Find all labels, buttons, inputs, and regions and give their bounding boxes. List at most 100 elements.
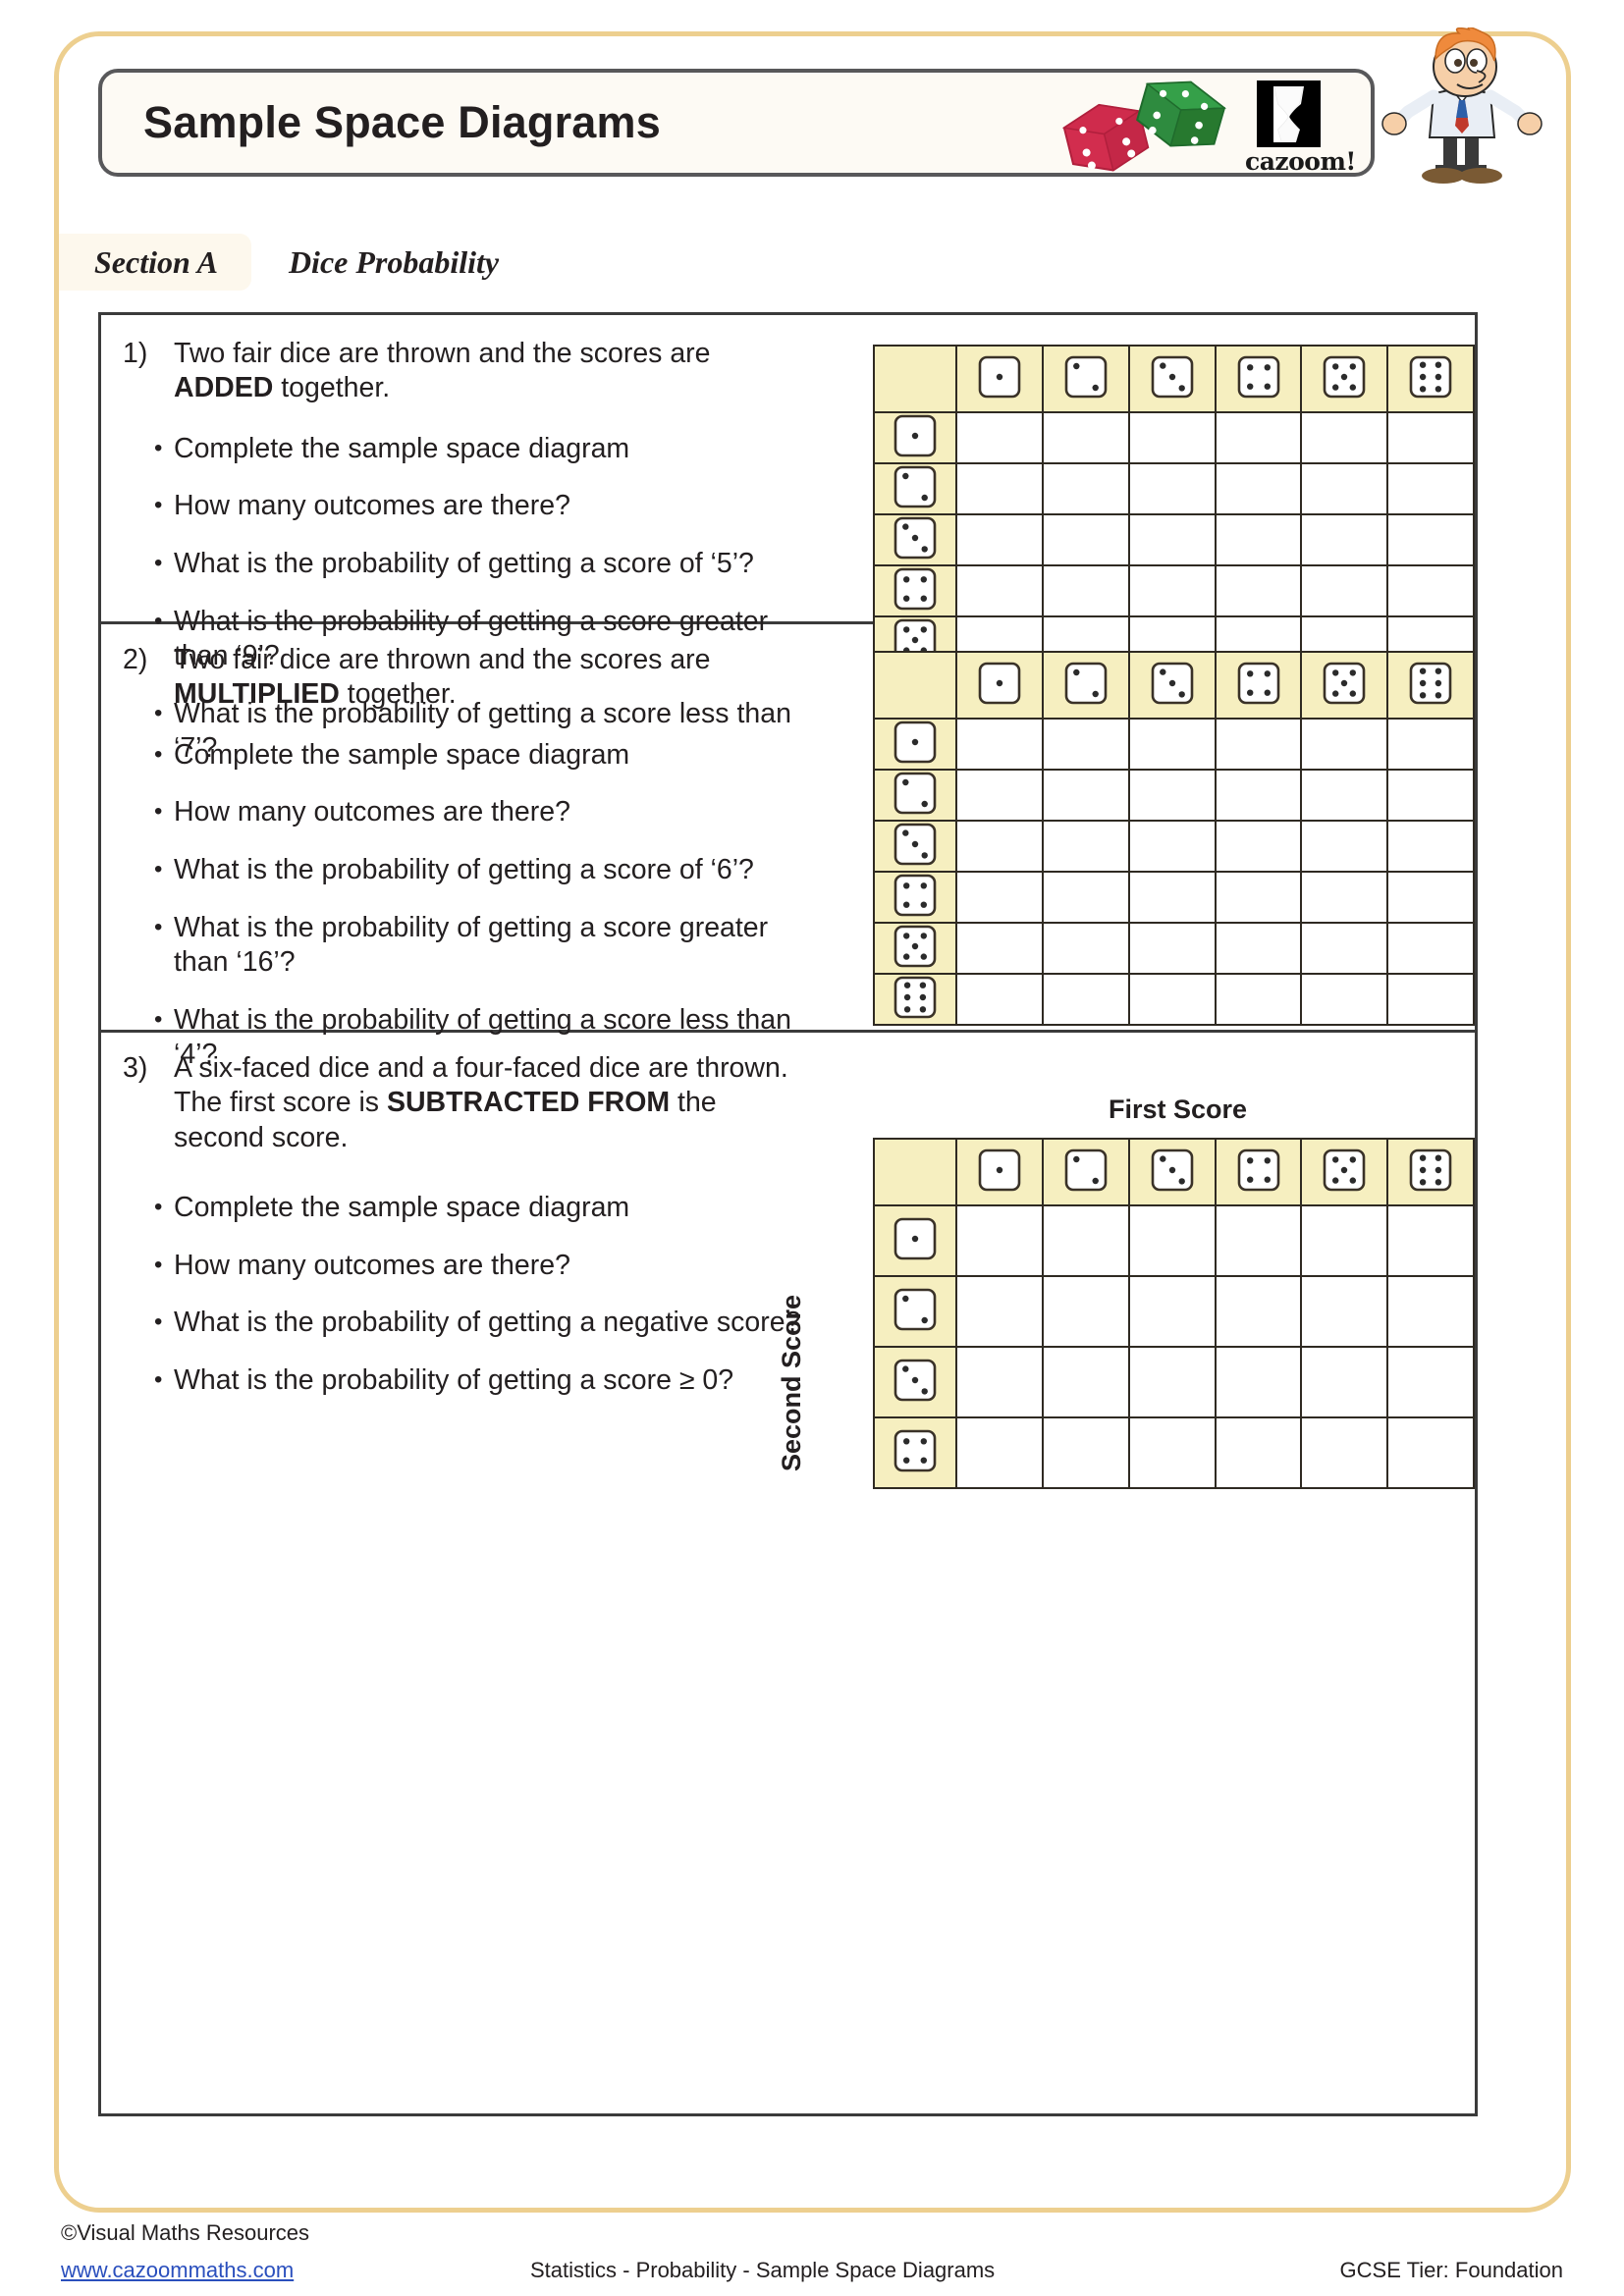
table-header-row xyxy=(872,1138,1475,1206)
answer-cell[interactable] xyxy=(1386,1204,1475,1277)
answer-cell[interactable] xyxy=(1042,871,1130,924)
answer-cell[interactable] xyxy=(1214,564,1303,617)
answer-cell[interactable] xyxy=(1127,411,1217,464)
column-header-die-1 xyxy=(955,1138,1045,1206)
answer-cell[interactable] xyxy=(1214,513,1303,566)
footer-website-link[interactable]: www.cazoommaths.com xyxy=(61,2258,295,2282)
answer-cell[interactable] xyxy=(1386,769,1475,822)
answer-cell[interactable] xyxy=(1127,513,1217,566)
answer-cell[interactable] xyxy=(1127,922,1217,975)
answer-cell[interactable] xyxy=(1214,1416,1303,1489)
answer-cell[interactable] xyxy=(1214,718,1303,771)
die-face-2-icon xyxy=(893,772,937,814)
answer-cell[interactable] xyxy=(1300,820,1389,873)
answer-cell[interactable] xyxy=(1386,564,1475,617)
answer-cell[interactable] xyxy=(1386,871,1475,924)
list-item: • What is the probability of getting a sc… xyxy=(123,547,810,582)
answer-cell[interactable] xyxy=(1127,1346,1217,1418)
sample-space-grid-2[interactable] xyxy=(872,651,1475,1026)
answer-cell[interactable] xyxy=(1300,1204,1389,1277)
answer-cell[interactable] xyxy=(1214,820,1303,873)
answer-cell[interactable] xyxy=(1214,871,1303,924)
sample-space-grid-3[interactable] xyxy=(872,1138,1475,1489)
answer-cell[interactable] xyxy=(955,513,1045,566)
answer-cell[interactable] xyxy=(955,411,1045,464)
answer-cell[interactable] xyxy=(1300,973,1389,1026)
answer-cell[interactable] xyxy=(1300,769,1389,822)
answer-cell[interactable] xyxy=(1127,769,1217,822)
answer-cell[interactable] xyxy=(1214,1204,1303,1277)
bullet-dot-icon: • xyxy=(154,699,163,726)
answer-cell[interactable] xyxy=(1042,973,1130,1026)
answer-cell[interactable] xyxy=(1386,820,1475,873)
answer-cell[interactable] xyxy=(1300,462,1389,515)
column-header-die-2 xyxy=(1042,345,1130,413)
answer-cell[interactable] xyxy=(1042,1416,1130,1489)
answer-cell[interactable] xyxy=(1127,820,1217,873)
answer-cell[interactable] xyxy=(1214,1346,1303,1418)
answer-cell[interactable] xyxy=(1127,973,1217,1026)
answer-cell[interactable] xyxy=(1386,513,1475,566)
answer-cell[interactable] xyxy=(1042,1346,1130,1418)
answer-cell[interactable] xyxy=(955,564,1045,617)
question-3-text: 3) A six-faced dice and a four-faced dic… xyxy=(123,1051,810,1420)
answer-cell[interactable] xyxy=(1214,411,1303,464)
answer-cell[interactable] xyxy=(1214,973,1303,1026)
answer-cell[interactable] xyxy=(1042,1204,1130,1277)
answer-cell[interactable] xyxy=(1300,1416,1389,1489)
answer-cell[interactable] xyxy=(1042,411,1130,464)
answer-cell[interactable] xyxy=(955,462,1045,515)
answer-cell[interactable] xyxy=(955,1204,1045,1277)
answer-cell[interactable] xyxy=(955,1416,1045,1489)
column-header-die-3 xyxy=(1127,651,1217,720)
answer-cell[interactable] xyxy=(1386,1416,1475,1489)
answer-cell[interactable] xyxy=(955,922,1045,975)
answer-cell[interactable] xyxy=(1300,922,1389,975)
answer-cell[interactable] xyxy=(955,769,1045,822)
answer-cell[interactable] xyxy=(1127,718,1217,771)
answer-cell[interactable] xyxy=(1042,769,1130,822)
answer-cell[interactable] xyxy=(1042,820,1130,873)
answer-cell[interactable] xyxy=(1300,1346,1389,1418)
bullet-dot-icon: • xyxy=(154,549,163,576)
answer-cell[interactable] xyxy=(1386,462,1475,515)
answer-cell[interactable] xyxy=(1300,411,1389,464)
answer-cell[interactable] xyxy=(1127,871,1217,924)
answer-cell[interactable] xyxy=(1214,922,1303,975)
answer-cell[interactable] xyxy=(1300,871,1389,924)
answer-cell[interactable] xyxy=(1300,564,1389,617)
answer-cell[interactable] xyxy=(1127,1416,1217,1489)
answer-cell[interactable] xyxy=(955,1275,1045,1348)
answer-cell[interactable] xyxy=(955,1346,1045,1418)
answer-cell[interactable] xyxy=(1214,769,1303,822)
answer-cell[interactable] xyxy=(1127,1275,1217,1348)
answer-cell[interactable] xyxy=(1386,922,1475,975)
answer-cell[interactable] xyxy=(1042,462,1130,515)
answer-cell[interactable] xyxy=(1042,564,1130,617)
answer-cell[interactable] xyxy=(1042,922,1130,975)
answer-cell[interactable] xyxy=(1300,718,1389,771)
answer-cell[interactable] xyxy=(1127,1204,1217,1277)
answer-cell[interactable] xyxy=(955,820,1045,873)
answer-cell[interactable] xyxy=(1386,973,1475,1026)
cazoom-logo: cazoom! xyxy=(1245,80,1356,179)
column-header-die-1 xyxy=(955,651,1045,720)
answer-cell[interactable] xyxy=(1386,718,1475,771)
answer-cell[interactable] xyxy=(1042,513,1130,566)
die-face-2-icon xyxy=(893,1288,937,1330)
answer-cell[interactable] xyxy=(1214,462,1303,515)
answer-cell[interactable] xyxy=(1214,1275,1303,1348)
answer-cell[interactable] xyxy=(1300,513,1389,566)
answer-cell[interactable] xyxy=(1127,564,1217,617)
answer-cell[interactable] xyxy=(1042,718,1130,771)
answer-cell[interactable] xyxy=(955,718,1045,771)
answer-cell[interactable] xyxy=(1386,1275,1475,1348)
answer-cell[interactable] xyxy=(955,871,1045,924)
answer-cell[interactable] xyxy=(955,973,1045,1026)
answer-cell[interactable] xyxy=(1386,1346,1475,1418)
answer-cell[interactable] xyxy=(1386,411,1475,464)
answer-cell[interactable] xyxy=(1300,1275,1389,1348)
answer-cell[interactable] xyxy=(1042,1275,1130,1348)
sample-space-grid-1[interactable] xyxy=(872,345,1475,720)
answer-cell[interactable] xyxy=(1127,462,1217,515)
